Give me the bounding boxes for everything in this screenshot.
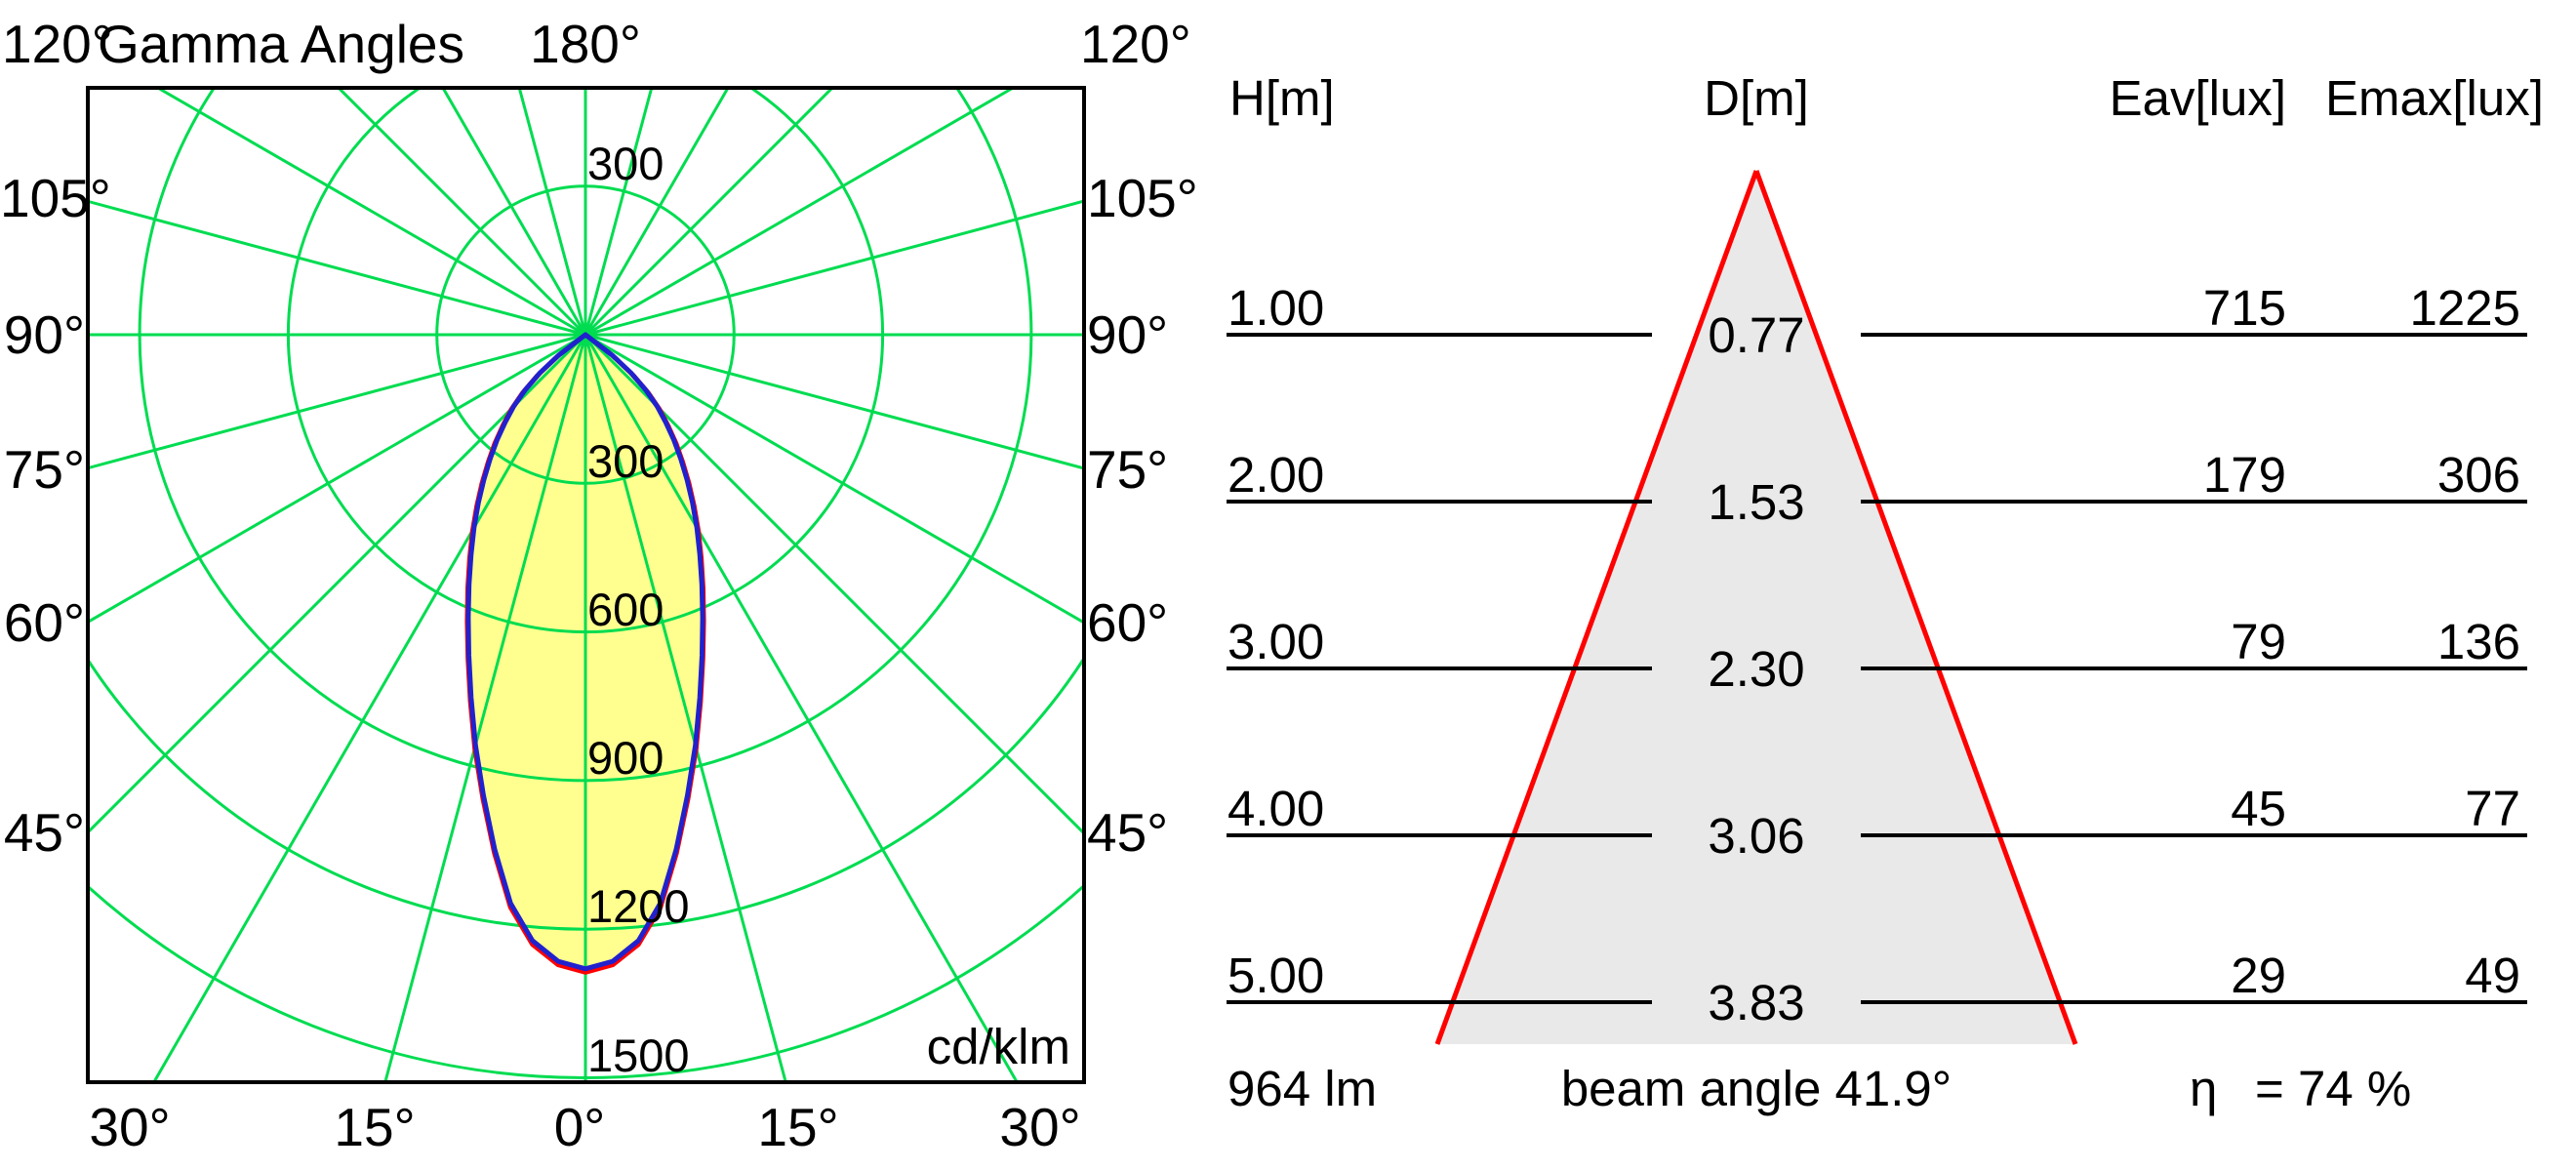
ring-value-label: 900 xyxy=(587,732,664,785)
radial-gridline xyxy=(584,333,1082,834)
column-header-height: H[m] xyxy=(1229,70,1335,126)
mounting-height-value: 4.00 xyxy=(1228,781,1325,836)
radial-gridline xyxy=(518,90,587,336)
radial-gridline xyxy=(338,90,587,337)
polar-title: Gamma Angles xyxy=(98,14,465,74)
row-line-right xyxy=(1861,500,2527,504)
radial-gridline xyxy=(90,333,586,624)
ring-value-label: 1200 xyxy=(587,880,690,933)
eav-value: 715 xyxy=(2202,280,2286,336)
ring-value-label-upper: 300 xyxy=(587,137,664,189)
radial-gridline xyxy=(584,334,1018,1080)
radial-gridline xyxy=(90,200,586,337)
gamma-bottom-label: 15° xyxy=(757,1097,839,1157)
radial-gridline xyxy=(584,333,1082,624)
emax-value: 136 xyxy=(2436,614,2520,669)
beam-diameter-value: 3.06 xyxy=(1708,808,1805,864)
emax-value: 49 xyxy=(2465,948,2520,1003)
radial-gridline xyxy=(90,333,586,469)
radial-gridline xyxy=(442,90,587,336)
column-header-eav: Eav[lux] xyxy=(2109,70,2286,126)
ring-value-label: 600 xyxy=(587,583,664,635)
radial-gridline xyxy=(584,90,833,337)
radial-gridline xyxy=(584,90,1013,337)
eav-value: 179 xyxy=(2202,447,2286,503)
radial-gridline xyxy=(158,90,586,337)
gamma-bottom-label: 15° xyxy=(334,1097,416,1157)
beam-diameter-value: 0.77 xyxy=(1708,307,1805,363)
row-line-left xyxy=(1227,666,1652,670)
emax-value: 77 xyxy=(2465,781,2520,836)
polar-grid xyxy=(90,90,1082,1080)
gamma-label-left: 45° xyxy=(3,802,85,863)
polar-unit-label: cd/klm xyxy=(926,1019,1070,1074)
gamma-bottom-label: 30° xyxy=(89,1097,171,1157)
gamma-bottom-label: 30° xyxy=(999,1097,1081,1157)
gamma-label-left: 60° xyxy=(3,592,85,653)
gamma-label-right: 75° xyxy=(1087,439,1169,500)
eav-value: 45 xyxy=(2231,781,2286,836)
gamma-label-right: 105° xyxy=(1087,168,1198,228)
radial-gridline xyxy=(153,334,587,1080)
cone-fill xyxy=(1437,171,2075,1044)
gamma-label-left: 75° xyxy=(3,439,85,500)
intensity-ring xyxy=(435,184,736,485)
cone-edge-right xyxy=(1753,170,2078,1045)
eav-value: 79 xyxy=(2231,614,2286,669)
mounting-height-value: 1.00 xyxy=(1228,280,1325,336)
cone-edge-left xyxy=(1434,170,1759,1045)
radial-gridline xyxy=(584,333,1082,469)
radial-gridline xyxy=(584,334,787,1080)
row-line-left xyxy=(1227,1000,1652,1004)
eav-value: 29 xyxy=(2231,948,2286,1003)
row-line-left xyxy=(1227,333,1652,337)
light-output-ratio-value: = 74 % xyxy=(2255,1061,2412,1116)
gamma-label-left: 105° xyxy=(0,168,111,228)
radial-gridline xyxy=(584,90,729,336)
column-header-emax: Emax[lux] xyxy=(2325,70,2544,126)
beam-diameter-value: 2.30 xyxy=(1708,641,1805,697)
radial-gridline xyxy=(584,90,653,336)
row-line-right xyxy=(1861,666,2527,670)
polar-intensity-diagram xyxy=(86,86,1086,1084)
intensity-ring xyxy=(286,90,885,634)
polar-frame xyxy=(86,86,1086,1084)
gamma-label-right: 45° xyxy=(1087,802,1169,863)
radial-gridline xyxy=(90,333,587,833)
gamma-corner-label-right: 120° xyxy=(1080,14,1191,74)
beam-diameter-value: 3.83 xyxy=(1708,975,1805,1030)
gamma-180-label: 180° xyxy=(530,14,641,74)
row-line-left xyxy=(1227,500,1652,504)
emax-value: 306 xyxy=(2436,447,2520,503)
intensity-curve-c0 xyxy=(465,332,705,972)
ring-value-label: 1500 xyxy=(587,1029,690,1081)
gamma-label-left: 90° xyxy=(3,304,85,365)
gamma-label-right: 90° xyxy=(1087,304,1169,365)
mounting-height-value: 5.00 xyxy=(1228,948,1325,1003)
radial-gridline xyxy=(584,200,1082,337)
intensity-ring xyxy=(90,885,1082,1079)
beam-angle-value: beam angle 41.9° xyxy=(1560,1061,1952,1116)
luminous-flux-value: 964 lm xyxy=(1228,1061,1378,1116)
mounting-height-value: 3.00 xyxy=(1228,614,1325,669)
radial-gridline xyxy=(383,334,587,1080)
row-line-right xyxy=(1861,833,2527,837)
column-header-diameter: D[m] xyxy=(1704,70,1809,126)
mounting-height-value: 2.00 xyxy=(1228,447,1325,503)
ring-value-label: 300 xyxy=(587,434,664,487)
gamma-bottom-label: 0° xyxy=(553,1097,606,1157)
intensity-ring xyxy=(90,658,1082,931)
emax-value: 1225 xyxy=(2409,280,2520,336)
row-line-left xyxy=(1227,833,1652,837)
beam-diameter-value: 1.53 xyxy=(1708,474,1805,530)
eta-symbol: η xyxy=(2190,1061,2218,1116)
gamma-corner-label-left: 120° xyxy=(2,14,113,74)
row-line-right xyxy=(1861,333,2527,337)
row-line-right xyxy=(1861,1000,2527,1004)
intensity-ring xyxy=(138,90,1033,783)
gamma-label-right: 60° xyxy=(1087,592,1169,653)
